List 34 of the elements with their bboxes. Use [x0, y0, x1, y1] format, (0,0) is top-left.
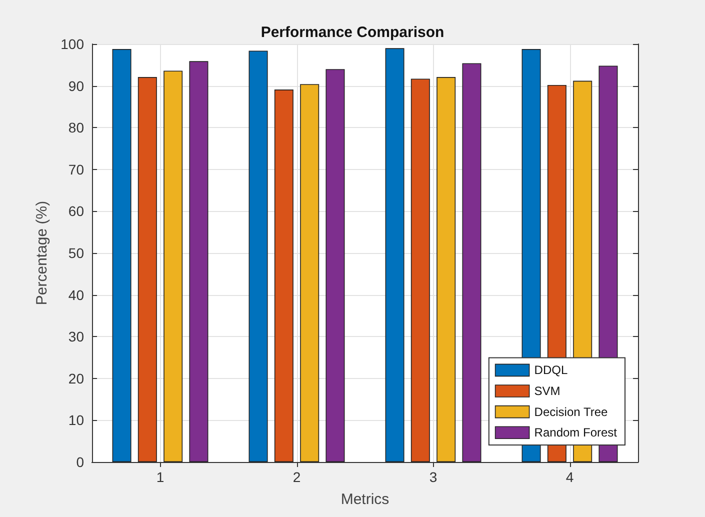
bar [410, 78, 430, 462]
chart-title: Performance Comparison [260, 24, 444, 41]
bar [189, 61, 208, 462]
bar [138, 77, 157, 462]
bar [248, 50, 268, 462]
x-tick-label: 4 [566, 469, 574, 485]
y-tick-label: 50 [68, 245, 84, 261]
y-tick-label: 40 [68, 286, 84, 303]
legend-label: Decision Tree [534, 404, 608, 419]
bar [436, 77, 456, 462]
y-tick-label: 10 [68, 412, 84, 428]
y-tick-label: 20 [68, 370, 84, 386]
bar [385, 48, 404, 462]
y-tick-label: 0 [76, 454, 84, 470]
bar [112, 49, 132, 462]
x-tick-label: 2 [292, 469, 301, 485]
legend-label: Random Forest [534, 426, 618, 440]
y-axis-title: Percentage (%) [34, 200, 51, 306]
bar [164, 70, 183, 462]
legend-label: DDQL [534, 363, 568, 378]
legend-label: SVM [534, 384, 560, 398]
y-tick-label: 60 [68, 203, 84, 220]
x-tick-label: 1 [156, 469, 164, 485]
bar [300, 84, 320, 462]
x-tick-label: 3 [429, 469, 438, 485]
y-tick-label: 70 [68, 161, 84, 178]
y-tick-label: 100 [60, 36, 84, 52]
bar [326, 69, 345, 462]
bar [462, 63, 482, 462]
y-tick-label: 30 [68, 328, 84, 345]
y-tick-label: 90 [68, 78, 84, 94]
bar [274, 90, 294, 462]
x-axis-title: Metrics [340, 491, 390, 508]
y-tick-label: 80 [68, 120, 84, 136]
